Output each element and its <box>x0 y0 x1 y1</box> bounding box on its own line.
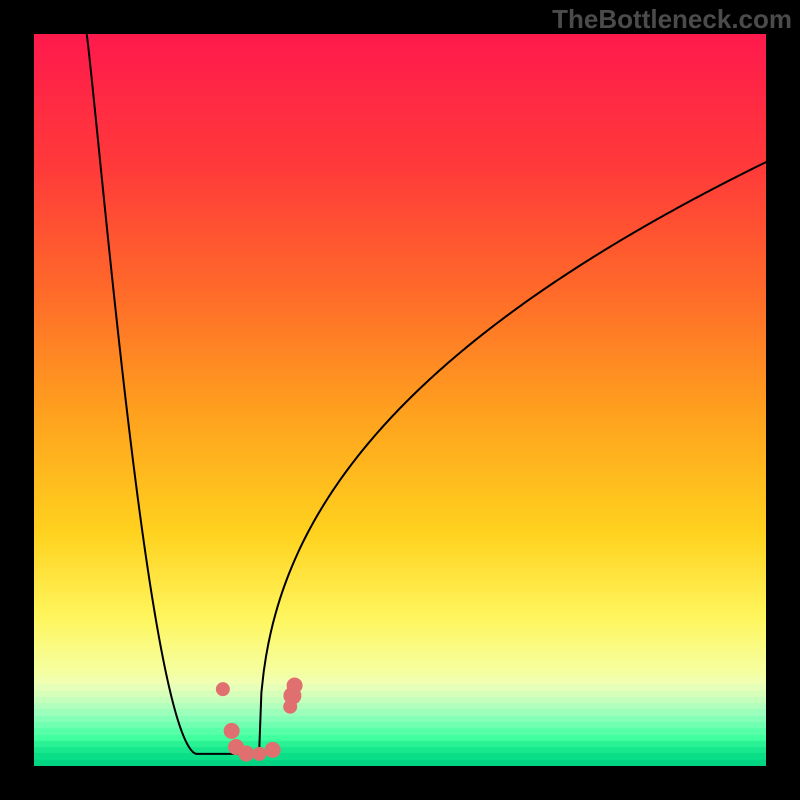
chart-root: TheBottleneck.com <box>0 0 800 800</box>
plot-area <box>34 34 766 766</box>
gradient-canvas <box>34 34 766 766</box>
watermark-text: TheBottleneck.com <box>552 4 792 35</box>
